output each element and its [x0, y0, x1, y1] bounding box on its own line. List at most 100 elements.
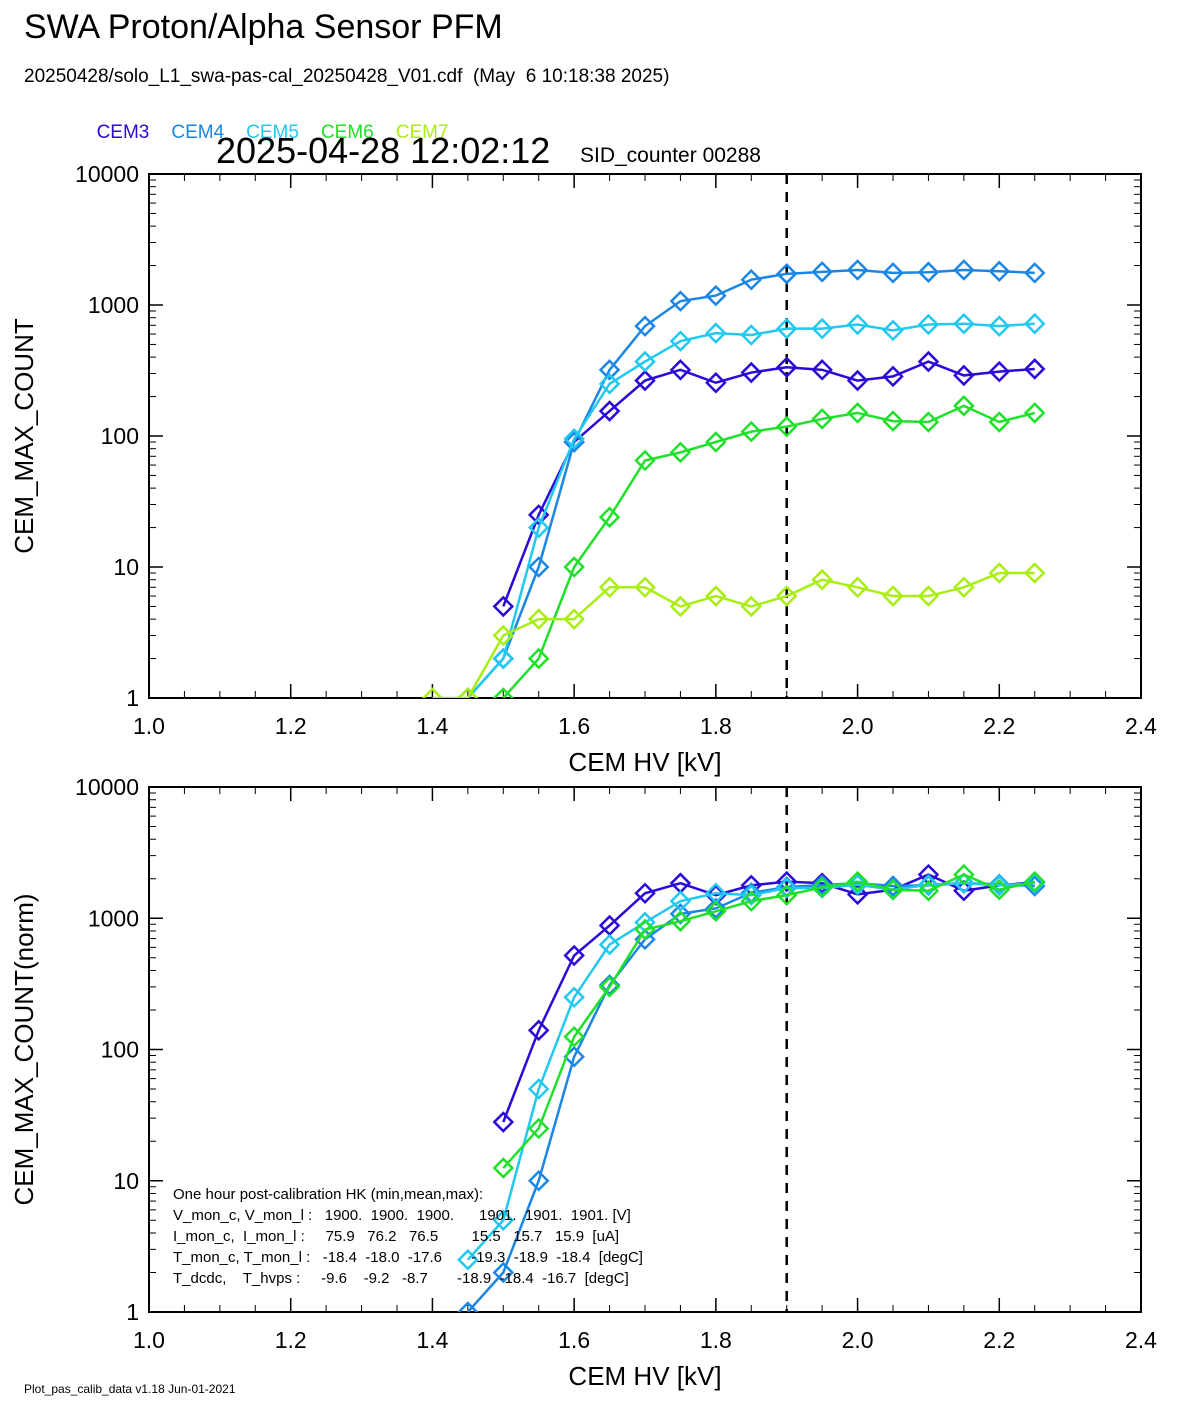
legend-item-cem6: CEM6	[320, 122, 374, 143]
page-title: SWA Proton/Alpha Sensor PFM	[24, 8, 503, 46]
data-point-cem4	[846, 259, 869, 281]
data-point-cem5	[740, 884, 763, 906]
data-point-cem6	[811, 876, 833, 899]
y-tick-label: 100	[101, 423, 139, 449]
data-point-cem5	[988, 315, 1011, 337]
hk-row: T_mon_c, T_mon_l : -18.4 -18.0 -17.6 -19…	[173, 1249, 643, 1266]
data-point-cem7	[634, 576, 656, 599]
data-point-cem4	[811, 261, 833, 283]
data-point-cem4	[457, 1301, 479, 1312]
data-point-cem4	[775, 263, 798, 285]
data-point-cem3	[705, 884, 727, 906]
data-point-cem7	[882, 585, 904, 607]
data-point-cem5	[669, 330, 692, 352]
series-line-cem6	[502, 873, 1035, 1169]
data-point-cem6	[740, 420, 763, 443]
data-point-cem7	[421, 687, 444, 698]
data-point-cem5	[917, 313, 940, 336]
data-point-cem3	[563, 944, 585, 967]
x-tick-label: 2.0	[842, 1327, 874, 1353]
data-point-cem3	[811, 872, 833, 894]
data-point-cem6	[669, 910, 692, 932]
data-point-cem6	[775, 415, 798, 438]
hk-heading: One hour post-calibration HK (min,mean,m…	[173, 1186, 483, 1203]
data-point-cem6	[811, 408, 833, 430]
data-point-cem6	[846, 402, 869, 424]
data-point-cem5	[775, 317, 798, 340]
data-point-cem5	[953, 312, 975, 335]
data-point-cem6	[563, 1026, 585, 1048]
y-tick-label: 10000	[75, 161, 139, 187]
data-point-cem4	[669, 903, 692, 925]
y-axis-title: CEM_MAX_COUNT(norm)	[9, 893, 39, 1205]
data-point-cem5	[775, 877, 798, 899]
legend: CEM3 CEM4 CEM5 CEM6 CEM7	[86, 100, 471, 144]
data-point-cem6	[988, 411, 1011, 433]
data-point-cem6	[598, 976, 621, 998]
hk-row: I_mon_c, I_mon_l : 75.9 76.2 76.5 15.5 1…	[173, 1228, 619, 1245]
plot-panel-2: 1.0 1.2 1.4 1.6 1.8 2.0 2.2 2.4 1 10 100 1000 10000 C…	[9, 774, 1157, 1391]
data-point-cem7	[492, 624, 515, 647]
data-point-cem7	[740, 595, 763, 618]
y-tick-label: 100	[101, 1037, 139, 1063]
footer-version: Plot_pas_calib_data v1.18 Jun-01-2021	[24, 1382, 236, 1396]
data-point-cem6	[846, 870, 869, 893]
x-tick-label: 1.2	[275, 713, 307, 739]
data-point-cem6	[598, 506, 621, 528]
y-axis-title: CEM_MAX_COUNT	[9, 318, 39, 554]
data-point-cem7	[563, 608, 585, 630]
data-point-cem6	[1023, 402, 1046, 424]
data-point-cem3	[705, 371, 727, 394]
data-point-cem7	[705, 585, 727, 607]
data-point-cem3	[811, 359, 833, 381]
data-point-cem6	[563, 556, 585, 578]
x-tick-label: 1.0	[133, 1327, 165, 1353]
data-point-cem7	[669, 595, 692, 618]
data-point-cem7	[988, 562, 1011, 584]
data-point-cem7	[953, 576, 975, 599]
x-tick-label: 1.6	[558, 1327, 590, 1353]
data-point-cem5	[457, 1249, 479, 1271]
data-point-cem5	[740, 324, 763, 346]
data-point-cem3	[846, 369, 869, 392]
data-point-cem4	[598, 359, 621, 381]
x-axis-title: CEM HV [kV]	[568, 747, 721, 777]
data-point-cem7	[775, 585, 798, 607]
x-tick-label: 1.4	[416, 713, 448, 739]
y-tick-label: 1	[126, 1299, 139, 1325]
data-point-cem4	[705, 284, 727, 307]
y-tick-label: 10	[113, 1168, 139, 1194]
y-tick-label: 10000	[75, 774, 139, 800]
data-point-cem5	[846, 313, 869, 336]
data-point-cem4	[953, 259, 975, 281]
data-point-cem3	[598, 400, 621, 422]
legend-item-cem4: CEM4	[171, 122, 225, 143]
data-point-cem5	[492, 1209, 515, 1232]
data-point-cem5	[527, 516, 550, 539]
data-point-cem6	[740, 890, 763, 912]
data-point-cem5	[492, 647, 515, 670]
data-point-cem7	[527, 608, 550, 630]
file-subtitle: 20250428/solo_L1_swa-pas-cal_20250428_V0…	[24, 66, 670, 87]
data-point-cem5	[811, 317, 833, 340]
x-axis-title: CEM HV [kV]	[568, 1361, 721, 1391]
data-point-cem6	[1023, 870, 1046, 893]
y-tick-label: 1000	[88, 292, 139, 318]
plot-frame	[148, 173, 1142, 699]
y-tick-label: 1	[126, 685, 139, 711]
data-point-cem3	[917, 350, 940, 373]
x-tick-label: 2.0	[842, 713, 874, 739]
hk-row: V_mon_c, V_mon_l : 1900. 1900. 1900. 190…	[173, 1207, 631, 1224]
data-point-cem4	[705, 897, 727, 920]
data-point-cem6	[492, 687, 515, 698]
legend-item-cem5: CEM5	[246, 122, 299, 143]
data-point-cem3	[527, 1019, 550, 1042]
data-point-cem3	[492, 1111, 515, 1133]
data-layer	[457, 787, 1046, 1312]
plot-panel-1: 1.0 1.2 1.4 1.6 1.8 2.0 2.2 2.4 1 10 100 1000 10000 C…	[9, 161, 1157, 777]
data-point-cem3	[1023, 358, 1046, 380]
data-point-cem4	[811, 874, 833, 896]
data-point-cem3	[775, 870, 798, 893]
series-line-cem3	[502, 360, 1035, 607]
